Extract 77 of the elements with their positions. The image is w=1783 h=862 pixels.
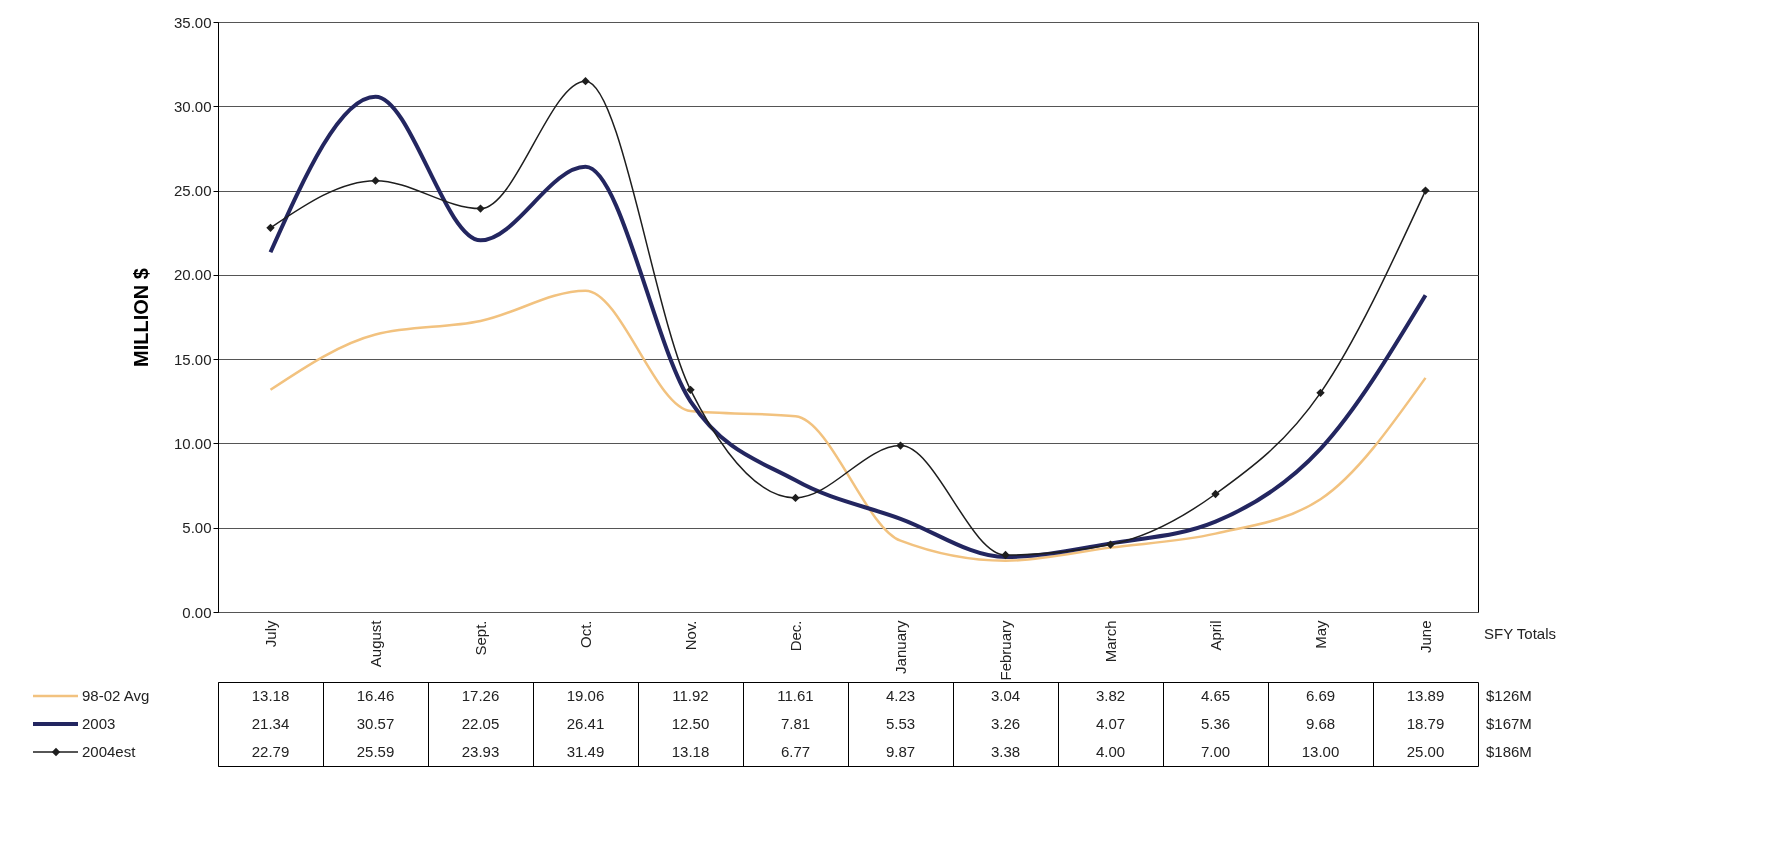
data-label: 25.59 <box>356 743 395 760</box>
data-label: 30.57 <box>356 715 395 732</box>
point <box>791 493 800 503</box>
point <box>1106 540 1115 549</box>
y-tick-label: 5.00 <box>182 519 212 537</box>
x-tick-label: January <box>892 620 909 674</box>
x-tick-label: June <box>1417 620 1434 654</box>
y-tick-label: 20.00 <box>173 266 212 284</box>
data-label: 19.06 <box>566 687 605 704</box>
data-label: 22.05 <box>461 715 500 732</box>
y-tick-label: 15.00 <box>173 350 212 368</box>
text: $186M <box>1486 743 1532 760</box>
data-label: 3.38 <box>990 743 1021 760</box>
data-label: 13.18 <box>251 687 290 704</box>
data-label: 18.79 <box>1406 715 1445 732</box>
line-series <box>269 289 1427 562</box>
data-label: 3.26 <box>990 715 1021 732</box>
point <box>896 441 905 450</box>
point <box>1211 489 1220 499</box>
y-axis-title: MILLION $ <box>129 268 152 367</box>
data-label: 13.18 <box>671 743 710 760</box>
y-tick-label: 0.00 <box>182 603 212 621</box>
data-label: 4.07 <box>1095 715 1126 732</box>
data-label: 25.00 <box>1406 743 1445 760</box>
data-label: 4.00 <box>1095 743 1126 760</box>
legend-label: 2003 <box>82 715 116 732</box>
data-label: 21.34 <box>251 715 290 732</box>
text: $167M <box>1486 715 1532 732</box>
y-tick-label: 25.00 <box>173 182 212 200</box>
legend-label: 98-02 Avg <box>82 687 150 704</box>
x-tick-label: March <box>1102 620 1119 663</box>
data-label: 6.77 <box>780 743 811 760</box>
y-tick-label: 10.00 <box>173 434 212 452</box>
data-label: 31.49 <box>566 743 605 760</box>
data-label: 22.79 <box>251 743 290 760</box>
data-label: 26.41 <box>566 715 605 732</box>
data-label: 12.50 <box>671 715 710 732</box>
data-label: 16.46 <box>356 687 395 704</box>
x-tick-label: August <box>367 619 384 668</box>
text: SFY Totals <box>1484 625 1556 642</box>
point <box>1421 186 1430 195</box>
data-label: 6.69 <box>1305 687 1336 704</box>
x-tick-label: Oct. <box>577 620 594 649</box>
x-tick-label: Nov. <box>682 620 699 651</box>
data-label: 5.36 <box>1200 715 1231 732</box>
data-label: 7.00 <box>1200 743 1231 760</box>
data-label: 11.92 <box>672 687 709 704</box>
point <box>1316 388 1325 398</box>
data-label: 11.61 <box>777 687 814 704</box>
x-tick-label: April <box>1207 620 1224 651</box>
point <box>581 76 590 86</box>
text: $126M <box>1486 687 1532 704</box>
legend-label: 2004est <box>82 743 137 760</box>
data-label: 7.81 <box>780 715 811 732</box>
data-label: 17.26 <box>461 687 500 704</box>
data-label: 5.53 <box>885 715 916 732</box>
data-label: 23.93 <box>461 743 500 760</box>
x-tick-label: July <box>262 620 279 648</box>
y-tick-label: 30.00 <box>173 97 212 115</box>
point <box>371 176 380 185</box>
x-tick-label: May <box>1312 620 1329 649</box>
data-label: 4.23 <box>885 687 916 704</box>
data-label: 13.00 <box>1301 743 1340 760</box>
x-tick-label: February <box>997 620 1014 681</box>
point <box>1001 550 1010 560</box>
point <box>476 204 485 213</box>
x-tick-label: Dec. <box>787 620 804 652</box>
x-tick-label: Sept. <box>472 620 489 656</box>
data-label: 3.82 <box>1095 687 1126 704</box>
data-label: 9.87 <box>885 743 916 760</box>
y-tick-label: 35.00 <box>173 13 212 31</box>
data-label: 3.04 <box>990 687 1021 704</box>
data-label: 9.68 <box>1305 715 1336 732</box>
point <box>266 223 275 233</box>
point <box>686 385 695 395</box>
data-label: 4.65 <box>1200 687 1231 704</box>
data-label: 13.89 <box>1406 687 1445 704</box>
